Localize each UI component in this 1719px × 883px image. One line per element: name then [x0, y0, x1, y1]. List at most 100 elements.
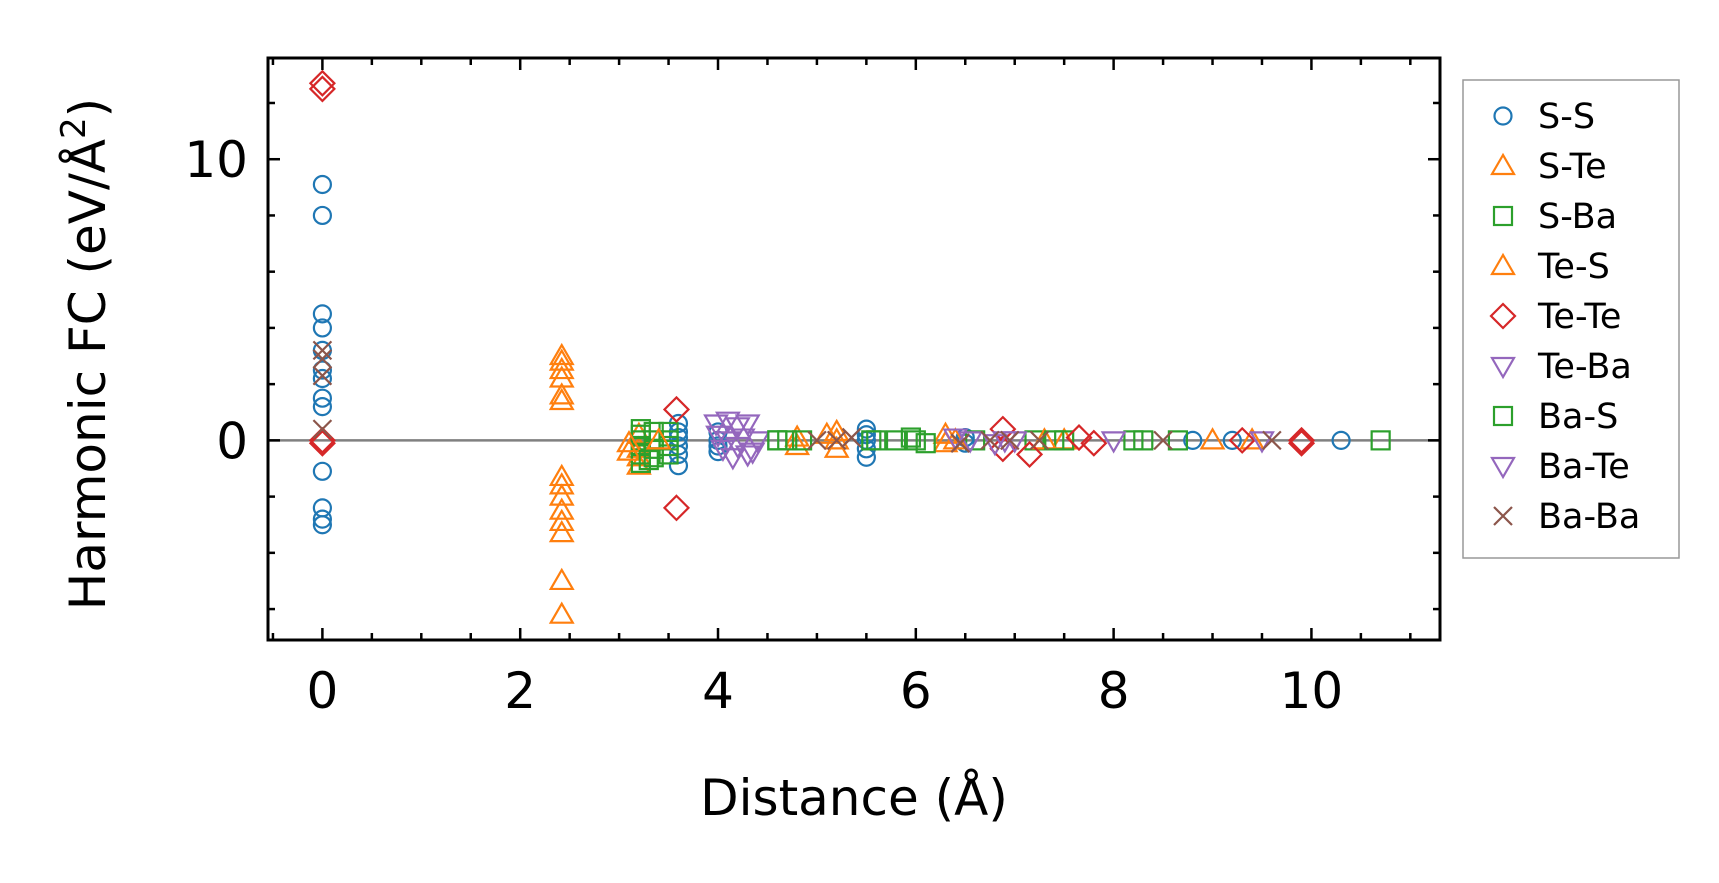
legend: S-S S-Te S-Ba Te-S Te-Te Te-Ba Ba-S Ba-Te Ba-Ba	[1462, 79, 1680, 559]
legend-marker	[1489, 302, 1517, 330]
legend-item-te-ba: Te-Ba	[1490, 347, 1632, 387]
data-point	[312, 368, 332, 389]
data-point	[308, 69, 336, 97]
data-point	[548, 382, 575, 405]
data-point	[932, 421, 959, 444]
data-point	[548, 567, 575, 591]
tick-labels: 0 2 4 6 8 10 0 10	[184, 131, 1343, 720]
data-point	[1249, 431, 1275, 454]
data-point	[744, 431, 771, 454]
data-point	[1287, 426, 1316, 454]
data-point	[312, 388, 332, 408]
legend-marker	[1490, 456, 1516, 480]
legend-label: S-Te	[1538, 147, 1607, 187]
x-tick-label: 2	[504, 662, 536, 720]
data-point	[1029, 430, 1050, 451]
legend-item-s-s: S-S	[1493, 97, 1595, 137]
data-point	[638, 449, 659, 471]
data-point	[708, 436, 728, 456]
legend-label: Te-Ba	[1537, 347, 1632, 387]
x-tick-label: 8	[1098, 662, 1130, 720]
data-point	[1228, 426, 1256, 454]
y-axis-title-main: Harmonic FC (eV/Å	[59, 139, 117, 610]
data-point	[1222, 430, 1242, 450]
data-point	[714, 431, 741, 454]
data-point	[548, 342, 575, 366]
data-point	[1080, 429, 1108, 457]
data-point	[714, 411, 741, 434]
legend-item-te-te: Te-Te	[1489, 297, 1621, 337]
data-point	[548, 472, 575, 495]
legend-item-ba-s: Ba-S	[1492, 397, 1618, 437]
data-point	[791, 430, 813, 451]
y-axis-title: Harmonic FC (eV/Å2)	[54, 98, 117, 610]
data-point	[957, 431, 984, 454]
data-point	[734, 445, 761, 468]
series-te-te	[308, 69, 1316, 522]
legend-marker	[1492, 205, 1514, 227]
data-point	[616, 429, 642, 453]
data-point	[662, 494, 691, 522]
legend-item-ba-ba: Ba-Ba	[1493, 497, 1640, 537]
y-axis-title-sup: 2	[54, 117, 94, 139]
data-point	[950, 433, 971, 453]
legend-label: Ba-Ba	[1538, 497, 1640, 537]
data-point	[312, 461, 332, 481]
x-tick-label: 4	[702, 662, 734, 720]
data-point	[548, 356, 575, 380]
data-point	[312, 174, 332, 195]
data-point	[312, 349, 333, 369]
data-point	[1287, 429, 1316, 457]
legend-item-ba-te: Ba-Te	[1490, 447, 1630, 487]
data-point	[548, 483, 575, 506]
data-point	[312, 419, 333, 439]
data-point	[729, 428, 756, 451]
data-point	[1044, 430, 1065, 451]
data-point	[1199, 427, 1226, 450]
legend-label: S-Ba	[1538, 197, 1617, 237]
legend-box	[1462, 79, 1680, 559]
data-point	[312, 205, 332, 226]
data-point	[942, 428, 969, 451]
data-point	[1065, 424, 1093, 452]
legend-label: Te-Te	[1537, 297, 1621, 337]
y-axis-title-close: )	[59, 98, 117, 118]
data-point	[312, 397, 332, 417]
data-point	[703, 414, 729, 437]
data-point	[807, 430, 827, 451]
data-point	[312, 509, 332, 529]
data-point	[548, 508, 575, 532]
legend-label: S-S	[1538, 97, 1595, 137]
data-point	[312, 360, 332, 380]
x-tick-label: 10	[1280, 662, 1344, 720]
data-point	[548, 601, 575, 624]
legend-marker	[1490, 356, 1516, 380]
data-point	[616, 438, 642, 461]
data-point	[980, 430, 1000, 451]
data-point	[662, 395, 691, 424]
legend-item-s-ba: S-Ba	[1492, 197, 1617, 237]
data-point	[784, 432, 811, 456]
axis-ticks	[268, 58, 1440, 640]
data-point	[1015, 440, 1044, 468]
series-ba-s	[638, 430, 1065, 471]
data-point	[1133, 430, 1154, 451]
data-point	[841, 427, 862, 448]
data-point	[1153, 430, 1173, 451]
data-point	[548, 519, 575, 543]
plot-frame	[266, 56, 1442, 642]
data-point	[1167, 430, 1189, 451]
legend-marker	[1490, 252, 1516, 276]
data-point	[885, 430, 907, 451]
data-point	[823, 427, 850, 450]
x-tick-label: 0	[306, 662, 338, 720]
data-point	[1262, 430, 1282, 451]
data-point	[999, 430, 1020, 451]
data-point	[548, 497, 575, 520]
data-point	[312, 340, 333, 361]
data-point	[548, 387, 575, 411]
x-tick-label: 6	[900, 662, 932, 720]
data-point	[308, 75, 336, 103]
series-s-s	[312, 174, 1351, 535]
